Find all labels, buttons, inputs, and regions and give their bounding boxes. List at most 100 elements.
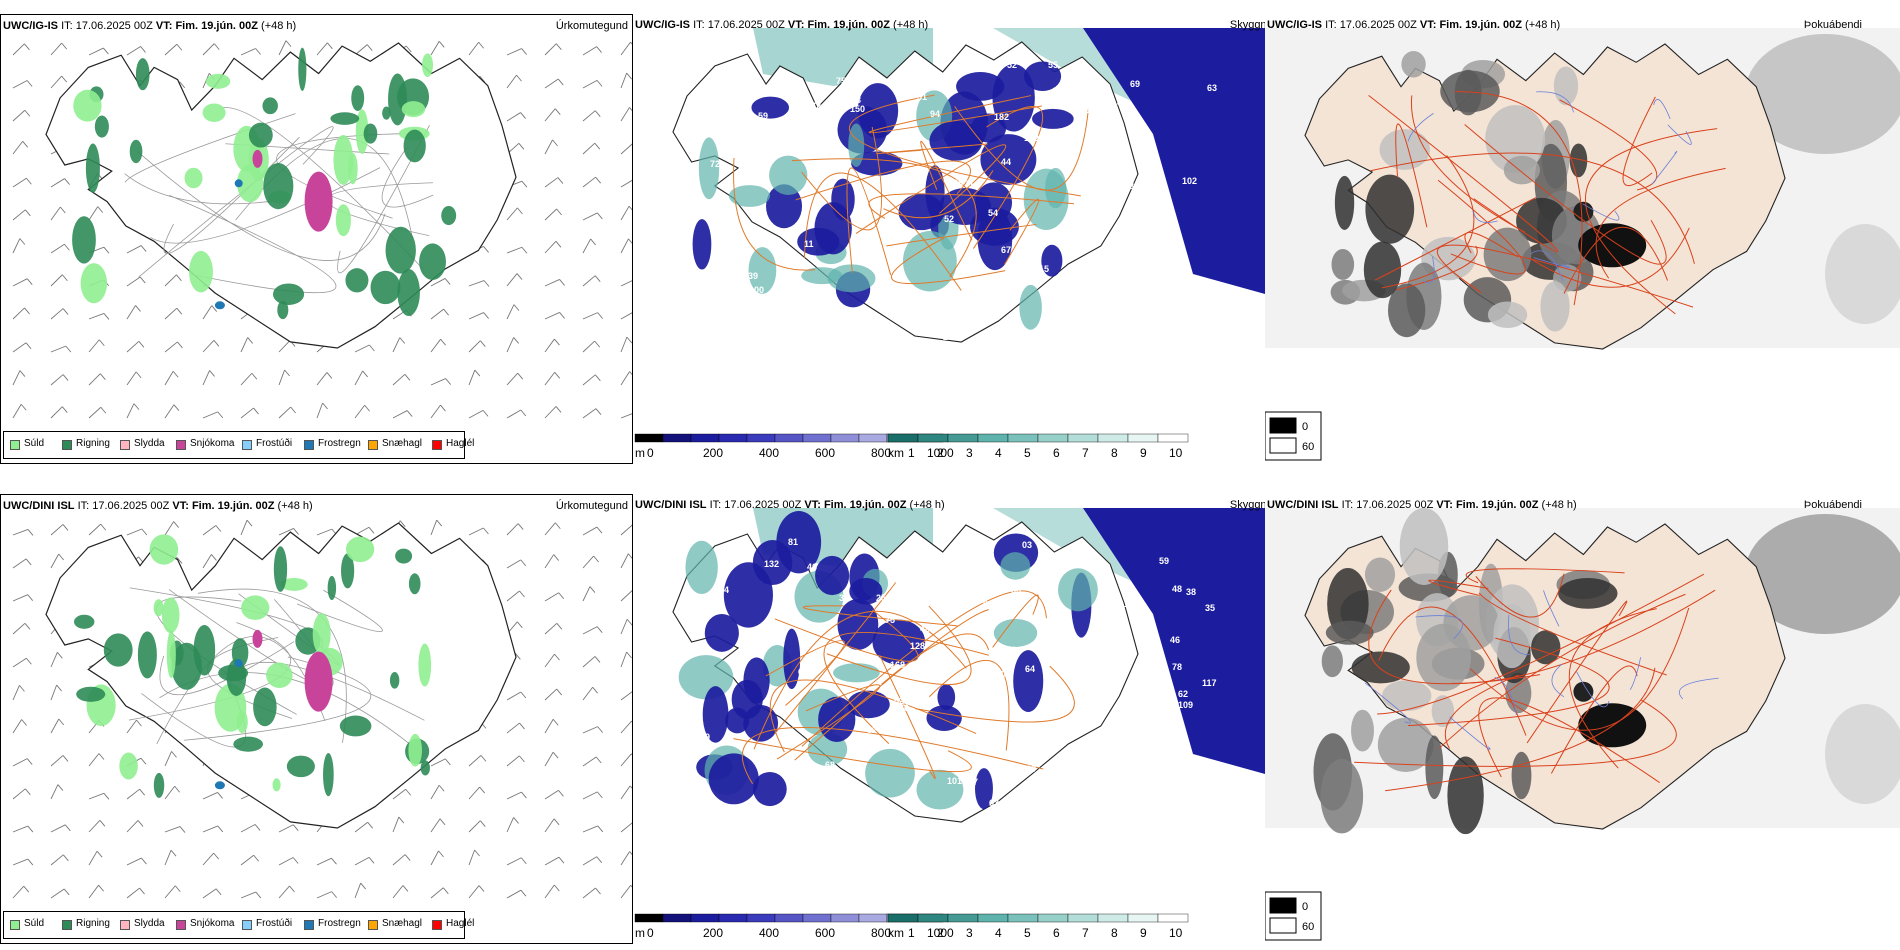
- cloud-base-value: 315: [1034, 264, 1049, 274]
- scale-tick: 7: [1082, 926, 1089, 940]
- legend-label: Snjókoma: [190, 438, 235, 449]
- cloud-base-value: 63: [798, 667, 808, 677]
- fog-legend: 0 60: [1265, 411, 1322, 461]
- cloud-base-value: 210: [1138, 144, 1153, 154]
- cloud-base-value: 35: [807, 771, 817, 781]
- cloud-base-value: 62: [906, 137, 916, 147]
- legend-label: Súld: [24, 438, 45, 449]
- scale-tick: 9: [1140, 926, 1147, 940]
- legend-swatch: [242, 920, 252, 930]
- legend-swatch: [176, 440, 186, 450]
- legend-label: Frostúði: [256, 918, 293, 929]
- scale-tick: 9: [1140, 446, 1147, 460]
- legend-label: Snjókoma: [190, 918, 235, 929]
- cloud-base-value: 59: [758, 111, 768, 121]
- cloud-base-value: 109: [1178, 700, 1193, 710]
- visibility-area: [753, 28, 933, 86]
- cloud-base-value: 63: [983, 599, 993, 609]
- cloud-base-value: 62: [1178, 689, 1188, 699]
- scale-tick: 600: [815, 926, 835, 940]
- cloud-base-value: 116: [1096, 689, 1111, 699]
- cloud-base-value: 75: [885, 615, 895, 625]
- cloud-base-value: 102: [1078, 751, 1093, 761]
- scale-tick: 6: [1053, 926, 1060, 940]
- cloud-base-value: 46: [1149, 224, 1159, 234]
- scale-tick: 6: [1053, 446, 1060, 460]
- cloud-base-value: 77: [1052, 328, 1062, 338]
- cloud-base-value: 39: [748, 271, 758, 281]
- cloud-base-value: 20: [785, 113, 795, 123]
- cloud-base-value: 32: [1082, 329, 1092, 339]
- cloud-base-value: 35: [1205, 603, 1215, 613]
- cloud-base-value: 43: [837, 799, 847, 809]
- cloud-base-value: 37: [968, 777, 978, 787]
- cloud-base-value: 32: [867, 725, 877, 735]
- cloud-base-value: 82: [1129, 181, 1139, 191]
- cloud-base-value: 52: [1182, 748, 1192, 758]
- cloud-areas: [692, 61, 1074, 330]
- panel-title: UWC/IG-IS IT: 17.06.2025 00Z VT: Fim. 19…: [635, 19, 929, 31]
- legend-label: Frostregn: [318, 918, 361, 929]
- low-cloud-area: [1083, 28, 1265, 294]
- cloud-base-value: 75: [836, 76, 846, 86]
- panel-title: UWC/IG-IS IT: 17.06.2025 00Z VT: Fim. 19…: [3, 20, 297, 32]
- cloud-base-value: 48: [961, 570, 971, 580]
- panel-name: Þokuábendi: [1803, 499, 1862, 511]
- cloud-base-value: 52: [944, 214, 954, 224]
- cloud-base-value: 102: [1182, 176, 1197, 186]
- legend-swatch: [368, 440, 378, 450]
- cloud-base-value: 86: [1011, 585, 1021, 595]
- cloud-base-value: 168: [890, 660, 905, 670]
- scale-tick: 800: [871, 926, 891, 940]
- cloud-base-value: 81: [788, 537, 798, 547]
- legend-label: Súld: [24, 918, 45, 929]
- precip-areas: [72, 47, 457, 320]
- cloud-base-value: 128: [910, 641, 925, 651]
- cloud-base-value: 63: [1207, 83, 1217, 93]
- cloud-base-value: 93: [767, 296, 777, 306]
- scale-tick: 200: [703, 446, 723, 460]
- legend-label: Slydda: [134, 918, 165, 929]
- cloud-base-value: 79: [759, 304, 769, 314]
- cloud-base-value: 03: [1022, 540, 1032, 550]
- precip-legend: Súld Rigning Slydda Snjókoma Frostúði Frostre…: [3, 431, 474, 459]
- scale-tick: 0: [647, 446, 654, 460]
- cloud-base-value: 48: [1172, 584, 1182, 594]
- legend-swatch: [432, 920, 442, 930]
- cloud-base-value: 41: [907, 593, 917, 603]
- legend-swatch: [432, 440, 442, 450]
- scale-tick: 2: [937, 446, 944, 460]
- cloud-base-value: 63: [1109, 140, 1119, 150]
- precip-areas: [73, 534, 432, 798]
- panel-name: Úrkomutegund: [555, 20, 628, 32]
- cloud-base-value: 132: [764, 559, 779, 569]
- cloud-base-value: 66: [1052, 86, 1062, 96]
- scale-tick: 5: [1024, 446, 1031, 460]
- cloud-base-value: 78: [1172, 662, 1182, 672]
- cloud-base-value: 46: [1121, 291, 1131, 301]
- scale-tick: 8: [1111, 926, 1118, 940]
- scale-tick: 4: [995, 446, 1002, 460]
- fog-legend-label: 0: [1302, 421, 1308, 433]
- fog-legend-label: 0: [1302, 901, 1308, 913]
- cloud-base-value: 48: [920, 624, 930, 634]
- cloud-base-value: 65: [794, 278, 804, 288]
- rivers: [1365, 590, 1719, 750]
- cloud-base-value: 79: [1102, 272, 1112, 282]
- cloud-base-value: 70: [899, 703, 909, 713]
- cloud-base-value: 166: [1060, 98, 1075, 108]
- legend-label: Rigning: [76, 438, 110, 449]
- scale-tick: 400: [759, 926, 779, 940]
- cloud-base-value: 14: [1115, 260, 1125, 270]
- legend-swatch: [10, 920, 20, 930]
- panel-name: Þokuábendi: [1803, 19, 1862, 31]
- legend-label: Haglél: [446, 918, 475, 929]
- cloud-base-value: 43: [1045, 325, 1055, 335]
- cloud-areas: [678, 511, 1098, 810]
- rivers: [1407, 91, 1692, 284]
- legend-label: Snæhagl: [382, 438, 423, 449]
- cloud-base-value: 74: [719, 585, 729, 595]
- cloud-base-value: 55: [1048, 60, 1058, 70]
- fog-legend-label: 60: [1302, 921, 1314, 933]
- scale-tick: 200: [703, 926, 723, 940]
